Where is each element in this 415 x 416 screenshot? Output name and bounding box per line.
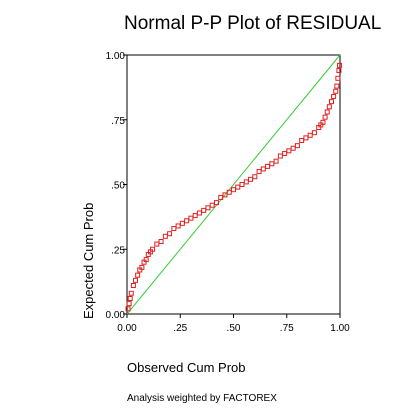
- data-point: [286, 148, 292, 154]
- data-point: [269, 161, 275, 167]
- data-point: [196, 210, 202, 216]
- data-point: [335, 75, 341, 81]
- x-axis: 0.00 .25 .50 .75 1.00: [117, 314, 350, 334]
- data-point: [239, 182, 245, 187]
- data-point: [235, 184, 241, 190]
- x-tick-label: .50: [227, 323, 241, 334]
- y-tick-label: .75: [111, 116, 125, 127]
- data-point: [188, 215, 194, 221]
- data-point: [125, 306, 131, 312]
- data-point: [243, 179, 249, 185]
- data-point: [201, 207, 207, 213]
- data-point: [307, 132, 313, 138]
- data-point: [205, 205, 211, 211]
- data-point: [126, 301, 132, 307]
- reference-line: [126, 54, 341, 315]
- y-tick-label: 1.00: [106, 51, 126, 62]
- x-tick-label: .75: [280, 323, 294, 334]
- data-point: [303, 135, 309, 141]
- data-point: [179, 220, 185, 226]
- data-point: [222, 192, 228, 198]
- data-point: [209, 202, 215, 208]
- data-point: [326, 104, 332, 110]
- data-point: [324, 109, 330, 115]
- y-tick-label: .50: [111, 181, 125, 192]
- data-point: [256, 169, 262, 175]
- y-axis-label: Expected Cum Prob: [81, 202, 96, 319]
- data-point: [331, 93, 337, 99]
- data-point: [320, 119, 326, 125]
- data-point: [213, 200, 219, 206]
- x-tick-label: .25: [173, 323, 187, 334]
- data-point: [333, 88, 339, 94]
- data-point: [273, 158, 279, 164]
- x-tick-label: 0.00: [117, 323, 137, 334]
- data-point: [336, 68, 342, 74]
- data-point: [282, 150, 288, 156]
- chart-title: Normal P-P Plot of RESIDUAL: [124, 13, 382, 34]
- data-points: [125, 62, 343, 312]
- data-point: [184, 218, 190, 224]
- data-point: [290, 145, 296, 151]
- data-point: [128, 290, 134, 296]
- data-point: [277, 153, 283, 159]
- data-point: [231, 187, 236, 193]
- data-point: [175, 223, 181, 229]
- data-point: [135, 272, 141, 278]
- data-point: [311, 130, 317, 136]
- data-point: [260, 166, 266, 172]
- data-point: [139, 264, 145, 270]
- data-point: [294, 143, 300, 149]
- y-axis: 0.00 .25 .50 .75 1.00: [106, 51, 127, 321]
- data-point: [167, 231, 173, 237]
- data-point: [158, 238, 164, 244]
- x-tick-label: 1.00: [330, 323, 350, 334]
- data-point: [299, 137, 305, 143]
- data-point: [171, 226, 177, 232]
- data-point: [334, 83, 340, 89]
- data-point: [192, 213, 198, 219]
- footnote: Analysis weighted by FACTOREX: [127, 393, 277, 404]
- x-axis-label: Observed Cum Prob: [127, 360, 246, 375]
- data-point: [150, 246, 156, 252]
- data-point: [143, 257, 149, 263]
- data-point: [252, 174, 258, 180]
- data-point: [130, 283, 136, 289]
- data-point: [226, 189, 232, 195]
- y-tick-label: .25: [111, 245, 125, 256]
- data-point: [162, 233, 168, 239]
- data-point: [127, 295, 133, 301]
- y-tick-label: 0.00: [106, 310, 126, 321]
- data-point: [248, 176, 254, 182]
- data-point: [133, 277, 139, 283]
- data-point: [328, 99, 334, 105]
- data-point: [154, 241, 160, 247]
- data-point: [265, 163, 271, 169]
- data-point: [337, 62, 343, 68]
- data-point: [322, 114, 328, 120]
- data-point: [218, 194, 224, 200]
